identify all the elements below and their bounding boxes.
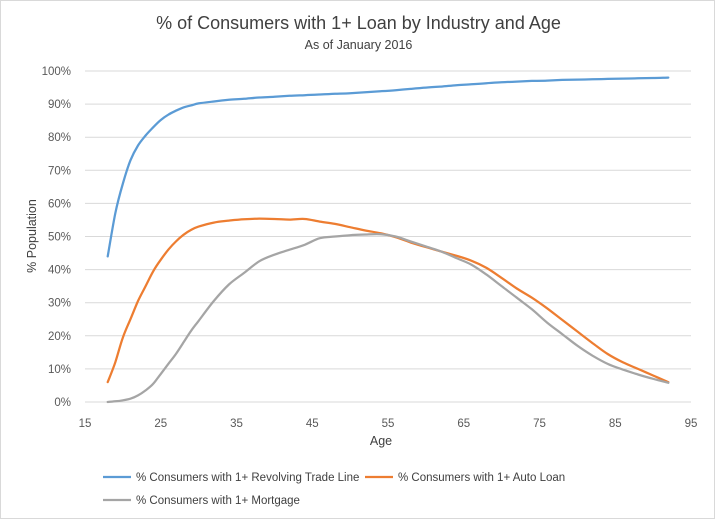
y-tick-label: 60% <box>48 198 71 210</box>
x-tick-label: 75 <box>533 418 546 430</box>
x-tick-label: 25 <box>154 418 167 430</box>
chart-subtitle: As of January 2016 <box>304 38 413 52</box>
y-tick-label: 70% <box>48 165 71 177</box>
y-tick-label: 10% <box>48 364 71 376</box>
x-tick-label: 85 <box>609 418 622 430</box>
x-tick-label: 95 <box>685 418 698 430</box>
legend-label: % Consumers with 1+ Auto Loan <box>398 472 565 484</box>
legend-label: % Consumers with 1+ Revolving Trade Line <box>136 472 359 484</box>
chart-title: % of Consumers with 1+ Loan by Industry … <box>156 13 561 33</box>
x-axis-title: Age <box>370 434 392 448</box>
legend-label: % Consumers with 1+ Mortgage <box>136 495 300 507</box>
x-tick-labels: 15 25 35 45 55 65 75 85 95 <box>79 418 698 430</box>
y-axis-title: % Population <box>25 199 39 273</box>
y-tick-label: 100% <box>42 66 71 78</box>
gridlines <box>85 70 691 370</box>
legend: % Consumers with 1+ Revolving Trade Line… <box>103 472 565 507</box>
series-line-0 <box>106 76 670 258</box>
y-tick-label: 90% <box>48 99 71 111</box>
y-tick-label: 50% <box>48 232 71 244</box>
x-tick-label: 15 <box>79 418 92 430</box>
y-tick-label: 30% <box>48 298 71 310</box>
y-tick-label: 80% <box>48 132 71 144</box>
series-line-2 <box>106 232 670 404</box>
y-tick-label: 40% <box>48 265 71 277</box>
y-tick-label: 0% <box>54 397 71 409</box>
y-tick-label: 20% <box>48 331 71 343</box>
series-lines <box>106 76 670 404</box>
x-tick-label: 35 <box>230 418 243 430</box>
y-tick-labels: 0% 10% 20% 30% 40% 50% 60% 70% 80% 90% 100% <box>42 66 71 409</box>
series-line-1 <box>106 217 670 384</box>
x-tick-label: 65 <box>457 418 470 430</box>
x-tick-label: 45 <box>306 418 319 430</box>
x-tick-label: 55 <box>382 418 395 430</box>
